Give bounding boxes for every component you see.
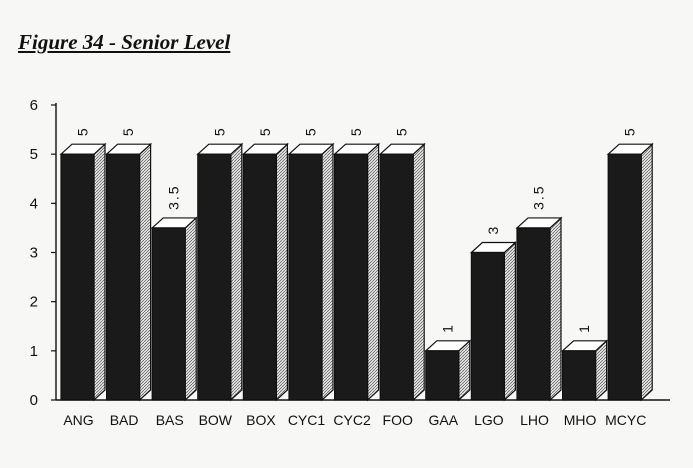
bar-mho: [561, 339, 609, 402]
x-tick-label: LHO: [520, 412, 549, 428]
data-label: 5: [303, 126, 319, 136]
bar-side-face: [139, 142, 152, 402]
x-tick-label: GAA: [429, 412, 459, 428]
bar-side-face: [184, 216, 197, 402]
bar-side-face: [93, 142, 106, 402]
x-tick-label: BAS: [156, 412, 184, 428]
data-label: 3.5: [166, 184, 182, 209]
data-label: 5: [75, 126, 91, 136]
bar-side-face: [321, 142, 334, 402]
bar-box: [241, 142, 289, 402]
data-label: 5: [257, 126, 273, 136]
data-label: 5: [348, 126, 364, 136]
bar-front-face: [151, 227, 186, 401]
x-tick-label: CYC1: [288, 412, 326, 428]
y-tick-label: 0: [30, 392, 38, 409]
y-tick-label: 6: [30, 97, 38, 114]
x-tick-label: BOW: [199, 412, 233, 428]
bar-lgo: [469, 241, 517, 402]
bar-gaa: [424, 339, 472, 402]
bar-side-face: [367, 142, 380, 402]
x-tick-label: BOX: [246, 412, 276, 428]
y-tick-label: 4: [30, 195, 38, 212]
bar-front-face: [242, 153, 277, 401]
x-tick-label: MHO: [564, 412, 597, 428]
y-tick-label: 2: [30, 294, 38, 311]
data-label: 3: [485, 225, 501, 235]
bar-cyc1: [287, 142, 335, 402]
bar-front-face: [470, 251, 505, 401]
bar-bad: [105, 142, 153, 402]
y-tick-label: 3: [30, 245, 38, 262]
data-label: 5: [622, 126, 638, 136]
bars-group: 5 5 3.5 5 5 5 5 5 1 3 3.5 1 5: [59, 126, 654, 402]
x-tick-label: FOO: [383, 412, 413, 428]
bar-front-face: [288, 153, 323, 401]
bar-front-face: [60, 153, 95, 401]
x-axis: ANG BAD BAS BOW BOX CYC1 CYC2 FOO GAA LGO LHO MHO MC…: [56, 399, 670, 428]
bar-front-face: [334, 153, 369, 401]
data-label: 5: [211, 126, 227, 136]
data-label: 5: [394, 126, 410, 136]
bar-side-face: [230, 142, 243, 402]
bar-side-face: [640, 142, 653, 402]
bar-front-face: [425, 350, 460, 401]
bar-side-face: [275, 142, 288, 402]
bar-side-face: [503, 241, 517, 402]
bar-front-face: [379, 153, 414, 401]
data-label: 5: [120, 126, 136, 136]
data-label: 1: [576, 323, 592, 333]
bar-front-face: [607, 153, 642, 401]
x-tick-label: BAD: [110, 412, 139, 428]
bar-front-face: [197, 153, 232, 401]
x-tick-label: LGO: [474, 412, 504, 428]
figure-title: Figure 34 - Senior Level: [18, 30, 231, 54]
bar-lho: [515, 216, 563, 402]
x-tick-label: ANG: [63, 412, 93, 428]
bar-side-face: [549, 216, 562, 402]
bar-side-face: [412, 142, 425, 402]
bar-bas: [150, 216, 198, 402]
y-axis: 0 1 2 3 4 5 6: [30, 97, 57, 409]
data-label: 3.5: [531, 184, 547, 209]
bar-front-face: [105, 153, 141, 401]
data-label: 1: [439, 323, 455, 333]
bar-front-face: [561, 350, 597, 401]
bar-mcyc: [606, 142, 654, 402]
x-tick-label: CYC2: [333, 412, 371, 428]
bar-front-face: [516, 227, 551, 401]
x-tick-label: MCYC: [605, 412, 646, 428]
y-tick-label: 1: [30, 343, 38, 360]
y-tick-label: 5: [30, 146, 38, 163]
bar-bow: [196, 142, 244, 402]
bar-cyc2: [333, 142, 381, 402]
bar-foo: [378, 142, 426, 402]
bar-ang: [59, 142, 107, 402]
